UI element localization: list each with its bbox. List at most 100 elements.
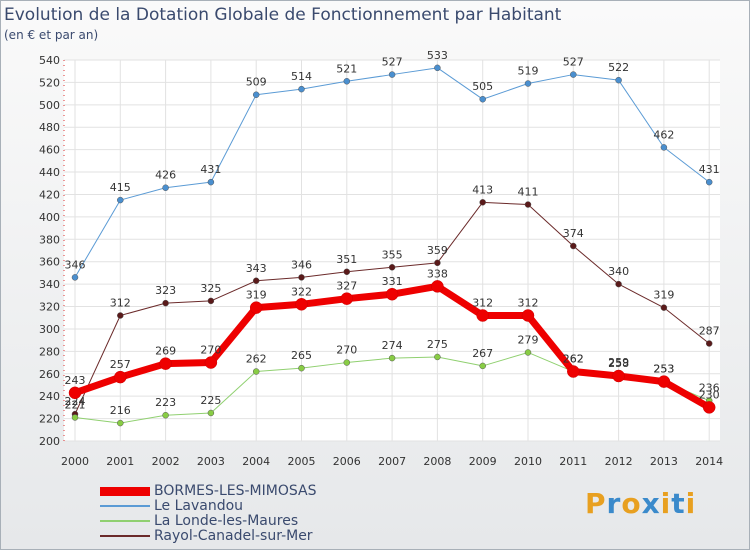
y-tick-label: 500 xyxy=(39,99,60,112)
data-label-bormes-les-mimosas: 331 xyxy=(382,275,403,288)
y-tick-label: 320 xyxy=(39,301,60,314)
data-label-la-londe-les-maures: 216 xyxy=(110,404,131,417)
y-tick-label: 280 xyxy=(39,345,60,358)
data-label-le-lavandou: 522 xyxy=(608,61,629,74)
y-tick-label: 340 xyxy=(39,278,60,291)
data-point-rayol-canadel-sur-mer xyxy=(479,199,486,206)
y-tick-label: 200 xyxy=(39,435,60,448)
data-point-la-londe-les-maures xyxy=(388,354,396,362)
x-tick-label: 2014 xyxy=(695,455,723,468)
data-point-bormes-les-mimosas xyxy=(295,298,308,311)
data-label-le-lavandou: 509 xyxy=(246,76,267,89)
x-tick-label: 2013 xyxy=(650,455,678,468)
data-point-rayol-canadel-sur-mer xyxy=(343,268,351,276)
data-point-rayol-canadel-sur-mer xyxy=(117,312,124,319)
data-label-le-lavandou: 462 xyxy=(653,128,674,141)
logo-letter: r xyxy=(606,487,622,520)
data-point-rayol-canadel-sur-mer xyxy=(162,299,169,307)
data-point-la-londe-les-maures xyxy=(298,364,305,372)
x-tick-label: 2005 xyxy=(288,455,316,468)
data-point-le-lavandou xyxy=(117,196,124,204)
data-point-la-londe-les-maures xyxy=(434,353,441,361)
data-point-la-londe-les-maures xyxy=(479,362,486,370)
y-tick-label: 420 xyxy=(39,188,60,201)
data-point-rayol-canadel-sur-mer xyxy=(207,297,215,305)
data-point-rayol-canadel-sur-mer xyxy=(615,280,622,288)
data-point-la-londe-les-maures xyxy=(524,349,532,356)
data-point-le-lavandou xyxy=(343,78,351,85)
data-point-la-londe-les-maures xyxy=(207,409,215,417)
data-label-bormes-les-mimosas: 327 xyxy=(336,280,357,293)
data-label-bormes-les-mimosas: 253 xyxy=(653,363,674,376)
y-tick-label: 440 xyxy=(39,166,60,179)
data-label-le-lavandou: 527 xyxy=(382,56,403,69)
data-label-la-londe-les-maures: 221 xyxy=(65,398,86,411)
data-label-la-londe-les-maures: 267 xyxy=(472,347,493,360)
data-point-bormes-les-mimosas xyxy=(68,386,82,400)
data-point-rayol-canadel-sur-mer xyxy=(388,264,396,271)
data-point-la-londe-les-maures xyxy=(71,414,79,421)
data-label-bormes-les-mimosas: 230 xyxy=(699,388,720,401)
y-tick-label: 220 xyxy=(39,413,60,426)
logo-letter: o xyxy=(621,487,642,520)
data-label-la-londe-les-maures: 270 xyxy=(336,344,357,357)
logo-letter: i xyxy=(685,487,697,520)
data-label-rayol-canadel-sur-mer: 411 xyxy=(518,186,539,199)
legend-label: Le Lavandou xyxy=(154,498,244,514)
chart-subtitle: (en € et par an) xyxy=(4,28,99,42)
data-label-le-lavandou: 533 xyxy=(427,49,448,62)
data-point-bormes-les-mimosas xyxy=(114,370,127,384)
data-point-bormes-les-mimosas xyxy=(204,356,218,369)
data-label-bormes-les-mimosas: 322 xyxy=(291,285,312,298)
data-point-le-lavandou xyxy=(434,64,441,72)
data-point-le-lavandou xyxy=(705,178,713,186)
x-tick-label: 2004 xyxy=(242,455,270,468)
data-point-la-londe-les-maures xyxy=(343,359,351,366)
data-point-le-lavandou xyxy=(615,76,622,84)
x-tick-label: 2002 xyxy=(152,455,180,468)
data-label-rayol-canadel-sur-mer: 287 xyxy=(699,325,720,338)
data-label-rayol-canadel-sur-mer: 359 xyxy=(427,244,448,257)
data-label-le-lavandou: 346 xyxy=(65,258,86,271)
logo-letter: P xyxy=(585,487,607,520)
x-tick-label: 2001 xyxy=(106,455,134,468)
data-label-la-londe-les-maures: 262 xyxy=(246,353,267,366)
data-label-bormes-les-mimosas: 319 xyxy=(246,289,267,302)
data-label-le-lavandou: 431 xyxy=(200,163,221,176)
data-point-le-lavandou xyxy=(388,71,396,78)
x-tick-label: 2000 xyxy=(61,455,89,468)
data-point-rayol-canadel-sur-mer xyxy=(252,277,260,285)
data-label-bormes-les-mimosas: 270 xyxy=(200,344,221,357)
data-label-le-lavandou: 527 xyxy=(563,56,584,69)
data-point-le-lavandou xyxy=(570,71,577,78)
data-label-rayol-canadel-sur-mer: 340 xyxy=(608,265,629,278)
data-point-le-lavandou xyxy=(298,85,305,93)
data-label-la-londe-les-maures: 259 xyxy=(608,356,629,369)
x-tick-label: 2011 xyxy=(559,455,587,468)
data-label-le-lavandou: 519 xyxy=(518,65,539,78)
data-label-bormes-les-mimosas: 312 xyxy=(472,296,493,309)
x-tick-label: 2007 xyxy=(378,455,406,468)
data-label-bormes-les-mimosas: 262 xyxy=(563,353,584,366)
y-tick-label: 360 xyxy=(39,256,60,269)
data-point-bormes-les-mimosas xyxy=(612,369,625,383)
data-point-rayol-canadel-sur-mer xyxy=(298,274,305,281)
data-label-rayol-canadel-sur-mer: 323 xyxy=(155,284,176,297)
data-label-bormes-les-mimosas: 338 xyxy=(427,267,448,280)
y-tick-label: 480 xyxy=(39,121,60,134)
legend-swatch xyxy=(100,505,150,507)
data-label-rayol-canadel-sur-mer: 343 xyxy=(246,262,267,275)
data-point-bormes-les-mimosas xyxy=(657,375,671,388)
data-label-bormes-les-mimosas: 257 xyxy=(110,358,131,371)
data-label-le-lavandou: 415 xyxy=(110,181,131,194)
x-tick-label: 2010 xyxy=(514,455,542,468)
data-label-la-londe-les-maures: 236 xyxy=(699,382,720,395)
logo-letter: i xyxy=(660,487,672,520)
logo-letter: t xyxy=(671,487,686,520)
data-point-la-londe-les-maures xyxy=(252,368,260,375)
data-point-bormes-les-mimosas xyxy=(340,292,354,305)
proxiti-logo: Proxiti xyxy=(585,487,696,520)
data-point-bormes-les-mimosas xyxy=(702,401,716,414)
logo-letter: x xyxy=(641,487,661,520)
x-tick-label: 2008 xyxy=(423,455,451,468)
